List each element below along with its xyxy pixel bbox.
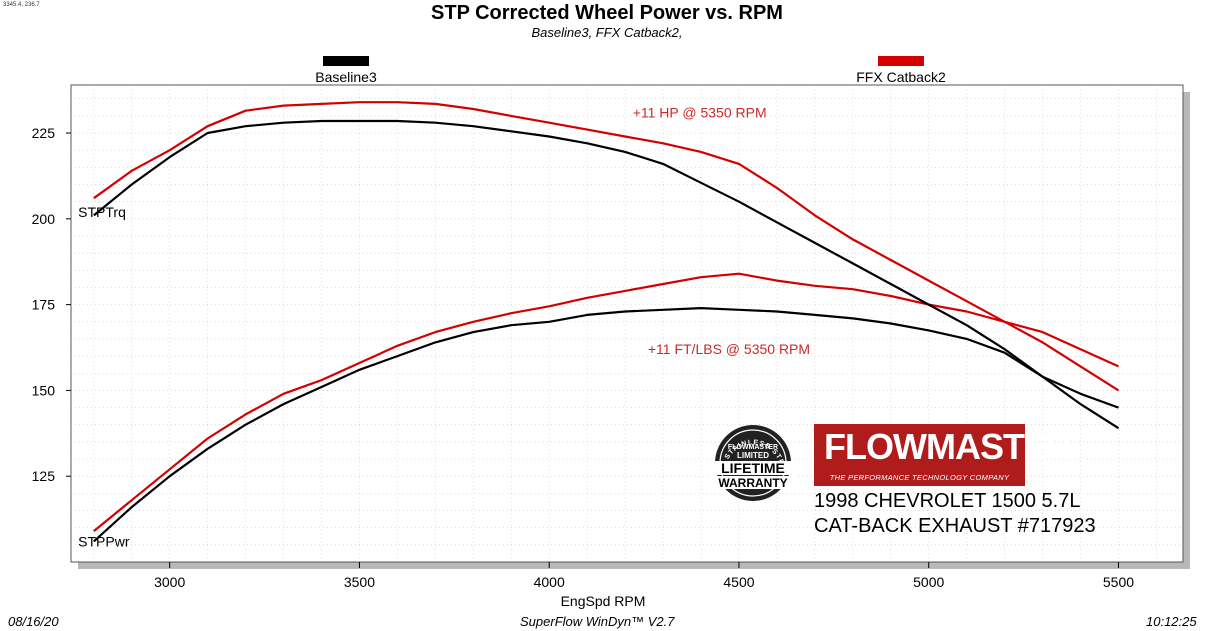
y-tick-label: 175 xyxy=(32,297,56,313)
footer-software: SuperFlow WinDyn™ V2.7 xyxy=(520,614,675,629)
legend-swatch-catback xyxy=(878,56,924,66)
series-line-torque-baseline xyxy=(93,119,1120,430)
warranty-lifetime: LIFETIME xyxy=(721,460,785,476)
warranty-warranty: WARRANTY xyxy=(718,476,787,490)
x-tick-label: 5000 xyxy=(913,574,944,590)
legend-swatch-baseline xyxy=(323,56,369,66)
y-tick-label: 125 xyxy=(32,468,56,484)
logo-brand: FLOWMASTER xyxy=(824,426,1073,467)
x-tick-label: 4500 xyxy=(723,574,754,590)
warranty-brand: FLOWMASTER xyxy=(728,444,778,451)
grid xyxy=(71,85,1183,562)
annotation-label: +11 HP @ 5350 RPM xyxy=(633,104,767,120)
y-tick-label: 200 xyxy=(32,211,56,227)
vehicle-line-1: 1998 CHEVROLET 1500 5.7L xyxy=(814,490,1081,512)
series-line-power-baseline xyxy=(93,307,1119,543)
curve-label: STPTrq xyxy=(78,204,126,220)
series-line-power-catback xyxy=(93,272,1119,532)
y-tick-label: 150 xyxy=(32,382,56,398)
legend-label-baseline: Baseline3 xyxy=(315,69,377,85)
legend-item-baseline: Baseline3 xyxy=(296,56,396,85)
y-tick-label: 225 xyxy=(32,125,56,141)
x-tick-label: 5500 xyxy=(1103,574,1134,590)
x-tick-label: 4000 xyxy=(534,574,565,590)
curve-label: STPPwr xyxy=(78,533,130,549)
chart-subtitle: Baseline3, FFX Catback2, xyxy=(531,25,683,40)
chart-title: STP Corrected Wheel Power vs. RPM xyxy=(431,2,783,24)
annotation-label: +11 FT/LBS @ 5350 RPM xyxy=(648,341,810,357)
footer-date: 08/16/20 xyxy=(8,614,59,629)
chart-labels: STPTrq STPPwr +11 HP @ 5350 RPM +11 FT/LBS … xyxy=(78,104,810,549)
warranty-limited: LIMITED xyxy=(737,451,769,460)
legend-label-catback: FFX Catback2 xyxy=(856,69,946,85)
footer-time: 10:12:25 xyxy=(1146,614,1197,629)
warranty-badge: STAINLESS STEEL FLOWMASTER LIMITED LIFET… xyxy=(703,416,800,503)
x-axis-label: EngSpd RPM xyxy=(561,593,646,609)
vehicle-line-2: CAT-BACK EXHAUST #717923 xyxy=(814,515,1096,537)
x-tick-label: 3000 xyxy=(154,574,185,590)
flowmaster-logo: FLOWMASTER THE PERFORMANCE TECHNOLOGY CO… xyxy=(814,424,1073,486)
legend-item-catback: FFX Catback2 xyxy=(836,56,966,85)
x-tick-label: 3500 xyxy=(344,574,375,590)
series-lines xyxy=(93,101,1120,543)
axes: 3000 3500 4000 4500 5000 5500 125 150 175 200 225 E… xyxy=(32,125,1135,609)
series-line-torque-catback xyxy=(93,101,1120,392)
logo-tagline: THE PERFORMANCE TECHNOLOGY COMPANY xyxy=(829,473,1010,482)
corner-readout: 3345.4, 236.7 xyxy=(3,2,40,8)
